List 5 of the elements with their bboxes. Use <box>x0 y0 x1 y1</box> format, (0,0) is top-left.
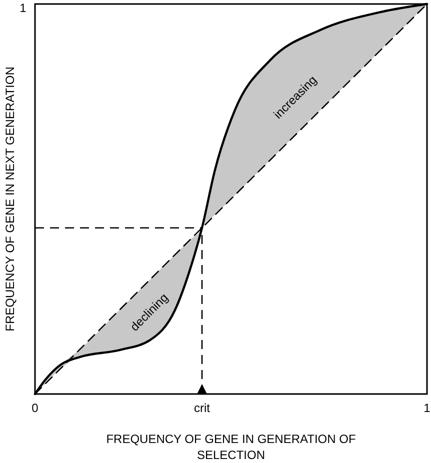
ref-line-label: crit <box>194 401 211 415</box>
x-tick-label: 0 <box>32 401 39 415</box>
x-axis-title: FREQUENCY OF GENE IN GENERATION OF SELECTION <box>106 432 356 462</box>
text: 1 <box>20 1 27 15</box>
y-axis-title: FREQUENCY OF GENE IN NEXT GENERATION <box>3 66 17 332</box>
